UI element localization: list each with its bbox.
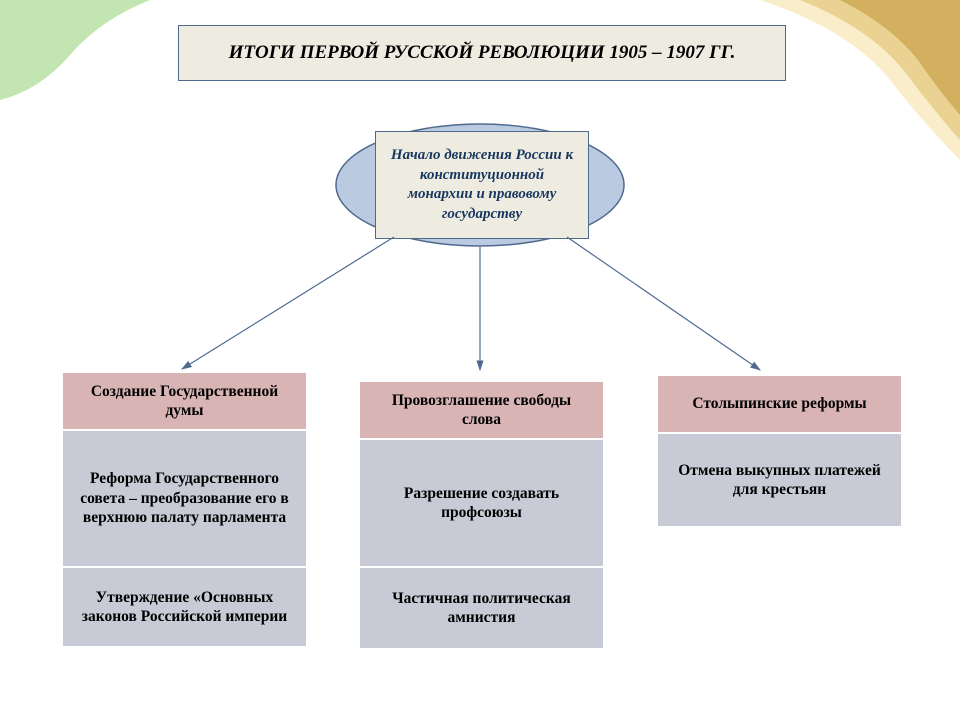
column-2-header: Провозглашение свободы слова (360, 382, 603, 438)
column-3-cell-1: Отмена выкупных платежей для крестьян (658, 434, 901, 526)
column-2-cell-2: Частичная политическая амнистия (360, 568, 603, 648)
column-1: Создание Государственной думыРеформа Гос… (63, 373, 306, 648)
column-1-cell-1: Реформа Государственного совета – преобр… (63, 431, 306, 566)
corner-left-decoration (0, 0, 160, 110)
column-1-header: Создание Государственной думы (63, 373, 306, 429)
column-3: Столыпинские реформыОтмена выкупных плат… (658, 376, 901, 528)
column-1-cell-2: Утверждение «Основных законов Российской… (63, 568, 306, 646)
slide-canvas: ИТОГИ ПЕРВОЙ РУССКОЙ РЕВОЛЮЦИИ 1905 – 19… (0, 0, 960, 720)
column-2-cell-1: Разрешение создавать профсоюзы (360, 440, 603, 566)
center-concept-box: Начало движения России к конституционной… (375, 131, 589, 239)
column-2: Провозглашение свободы словаРазрешение с… (360, 382, 603, 650)
column-3-header: Столыпинские реформы (658, 376, 901, 432)
slide-title: ИТОГИ ПЕРВОЙ РУССКОЙ РЕВОЛЮЦИИ 1905 – 19… (178, 25, 786, 81)
